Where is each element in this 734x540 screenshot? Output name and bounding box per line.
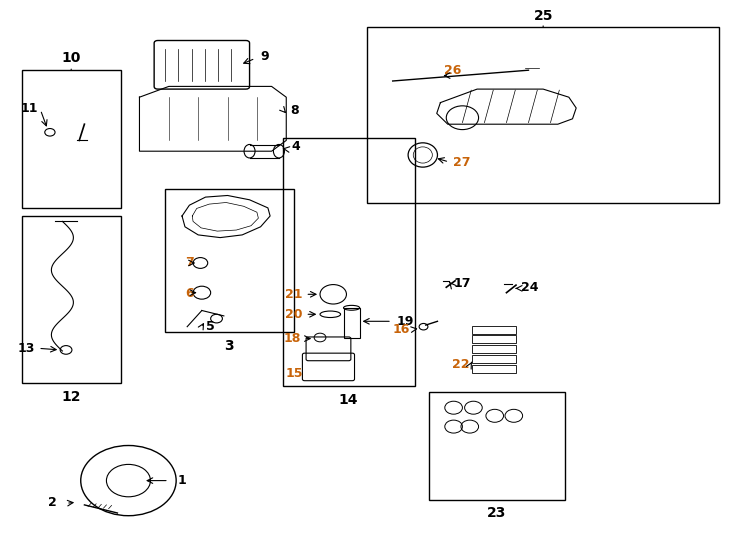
Bar [472,335,516,343]
Text: 16: 16 [392,323,410,336]
Bar [472,326,516,334]
Text: 7: 7 [185,256,194,269]
Text: 8: 8 [290,104,299,117]
Text: 5: 5 [206,320,214,333]
Text: 26: 26 [444,64,462,77]
Text: 22: 22 [452,358,470,371]
Text: 6: 6 [185,287,194,300]
Bar [22,70,121,208]
Bar [367,27,719,202]
Text: 25: 25 [534,9,553,23]
Text: 18: 18 [283,332,301,345]
Text: 23: 23 [487,506,506,520]
Text: 21: 21 [285,288,302,301]
Text: 10: 10 [62,51,81,65]
Text: 3: 3 [224,339,234,353]
Bar [472,345,516,353]
Bar [22,216,121,383]
Text: 19: 19 [396,315,414,328]
Text: 17: 17 [454,277,471,290]
Bar [429,392,565,500]
Text: 2: 2 [48,496,57,509]
Text: 11: 11 [21,102,38,114]
Text: 1: 1 [178,474,186,487]
Text: 24: 24 [521,281,539,294]
Text: 20: 20 [285,308,302,321]
Text: 27: 27 [453,156,470,168]
Text: 13: 13 [18,342,35,355]
Text: 14: 14 [339,393,358,407]
Bar [344,308,360,338]
Bar [472,364,516,373]
Bar [283,138,415,386]
Bar [472,355,516,363]
Text: 12: 12 [62,390,81,404]
Text: 15: 15 [286,367,303,380]
Text: 9: 9 [261,50,269,63]
Text: 4: 4 [291,140,300,153]
Bar [165,189,294,332]
